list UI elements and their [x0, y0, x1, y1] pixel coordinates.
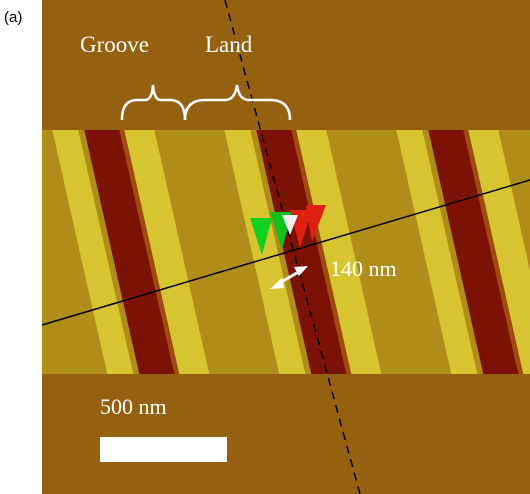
figure: (a) Groove Land 140 nm 500 nm	[0, 0, 530, 494]
scale-bar	[100, 437, 227, 462]
page: (a) Groove Land 140 nm 500 nm (() => { c…	[0, 0, 530, 494]
measurement-label: 140 nm	[330, 256, 397, 281]
scale-bar-label: 500 nm	[100, 394, 167, 419]
land-label: Land	[205, 32, 253, 57]
panel-label: (a)	[4, 9, 22, 26]
groove-label: Groove	[80, 32, 149, 57]
